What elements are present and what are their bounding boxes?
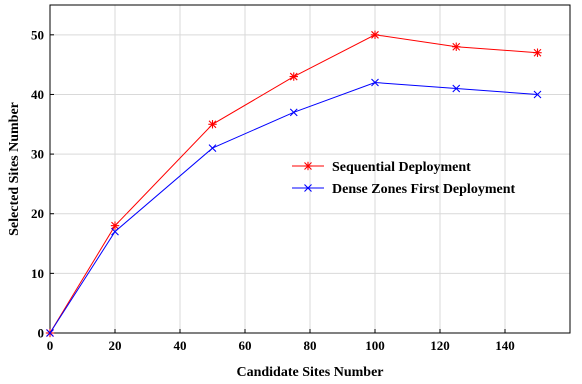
- x-tick-label: 120: [430, 338, 450, 353]
- data-point: [452, 84, 461, 93]
- data-point: [370, 30, 380, 40]
- x-tick-label: 100: [365, 338, 385, 353]
- y-tick-label: 50: [31, 27, 44, 42]
- y-tick-label: 40: [31, 87, 44, 102]
- y-tick-label: 10: [31, 266, 44, 281]
- data-point: [208, 144, 217, 153]
- y-tick-label: 30: [31, 147, 44, 162]
- series-line-2: [49, 81, 538, 334]
- data-point: [208, 120, 217, 129]
- y-axis-title: Selected Sites Number: [7, 102, 22, 236]
- data-point: [533, 90, 542, 99]
- x-tick-label: 60: [239, 338, 252, 353]
- legend-label: Sequential Deployment: [332, 160, 471, 175]
- data-point: [111, 227, 119, 236]
- data-point: [46, 329, 54, 337]
- legend-item: Dense Zones First Deployment: [292, 182, 515, 197]
- x-tick-label: 40: [174, 338, 187, 353]
- legend-item: Sequential Deployment: [292, 160, 471, 175]
- series-group: [45, 30, 542, 338]
- data-point: [452, 42, 461, 51]
- x-tick-label: 80: [304, 338, 317, 353]
- legend-marker: [304, 184, 312, 192]
- data-point: [533, 48, 542, 57]
- legend: Sequential Deployment Dense Zones First D…: [292, 160, 515, 197]
- axis-ticks: 0 20 40 60 80 100 120 140 0 10 20 30 40 50: [31, 27, 515, 353]
- y-tick-label: 20: [31, 206, 44, 221]
- legend-label: Dense Zones First Deployment: [332, 182, 515, 197]
- x-axis-title: Candidate Sites Number: [236, 365, 383, 380]
- x-tick-label: 20: [109, 338, 122, 353]
- grid: [50, 5, 570, 333]
- legend-marker: [303, 161, 313, 171]
- data-point: [289, 108, 298, 117]
- data-point: [371, 78, 379, 87]
- y-tick-label: 0: [38, 326, 45, 341]
- data-point: [289, 72, 298, 81]
- x-tick-label: 140: [495, 338, 515, 353]
- x-tick-label: 0: [47, 338, 54, 353]
- data-point: [110, 221, 120, 230]
